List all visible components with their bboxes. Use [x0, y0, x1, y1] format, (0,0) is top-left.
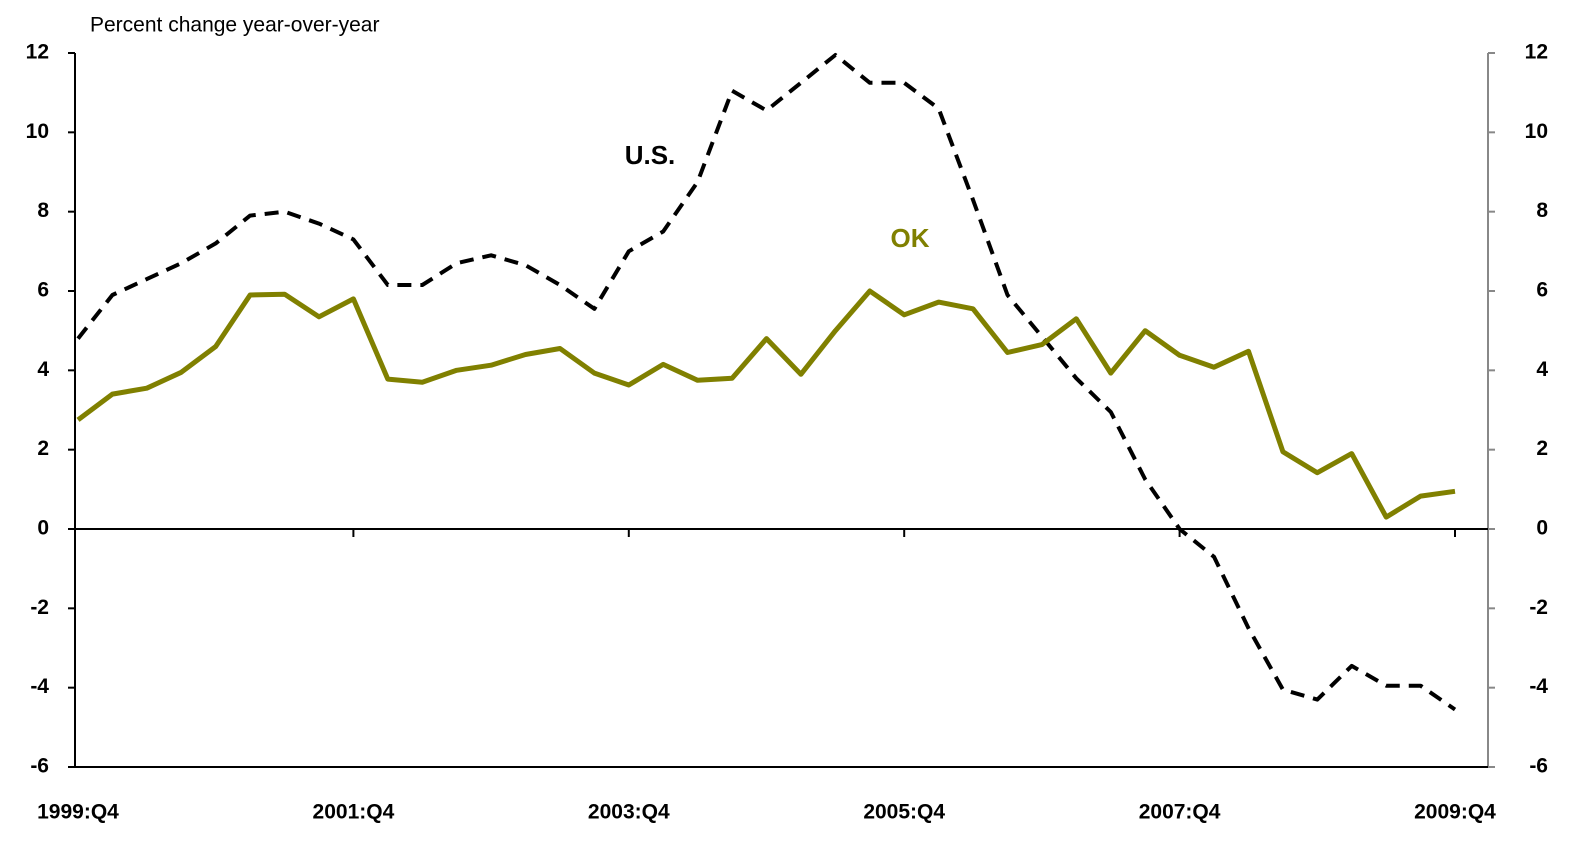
- y2-tick-label: 0: [1536, 517, 1548, 540]
- y2-tick-label: -2: [1529, 596, 1548, 619]
- y2-tick-label: 10: [1525, 120, 1548, 143]
- y-tick-label: 2: [37, 437, 49, 460]
- x-tick-label: 2009:Q4: [1414, 801, 1496, 824]
- x-tick-label: 2005:Q4: [863, 801, 945, 824]
- y-tick-label: 12: [26, 41, 49, 64]
- y-tick-label: -4: [30, 675, 49, 698]
- y2-tick-label: -4: [1529, 675, 1548, 698]
- series-label: OK: [891, 223, 930, 253]
- y-tick-label: 0: [37, 517, 49, 540]
- y2-tick-label: 4: [1536, 358, 1548, 381]
- y2-tick-label: 2: [1536, 437, 1548, 460]
- y-tick-label: 6: [37, 279, 49, 302]
- x-tick-label: 2001:Q4: [313, 801, 395, 824]
- y2-tick-label: 12: [1525, 41, 1548, 64]
- y-tick-label: 8: [37, 199, 49, 222]
- y-tick-label: 4: [37, 358, 49, 381]
- y2-tick-label: 8: [1536, 199, 1548, 222]
- x-tick-label: 1999:Q4: [37, 801, 119, 824]
- y-tick-label: -2: [30, 596, 49, 619]
- series-label: U.S.: [625, 140, 676, 170]
- x-tick-label: 2007:Q4: [1139, 801, 1221, 824]
- series-line: [76, 53, 1457, 712]
- y2-tick-label: 6: [1536, 279, 1548, 302]
- y-tick-label: -6: [30, 755, 49, 778]
- series-line: [76, 288, 1456, 520]
- x-tick-label: 2003:Q4: [588, 801, 670, 824]
- y-axis-label: Percent change year-over-year: [90, 14, 379, 37]
- y-tick-label: 10: [26, 120, 49, 143]
- y2-tick-label: -6: [1529, 755, 1548, 778]
